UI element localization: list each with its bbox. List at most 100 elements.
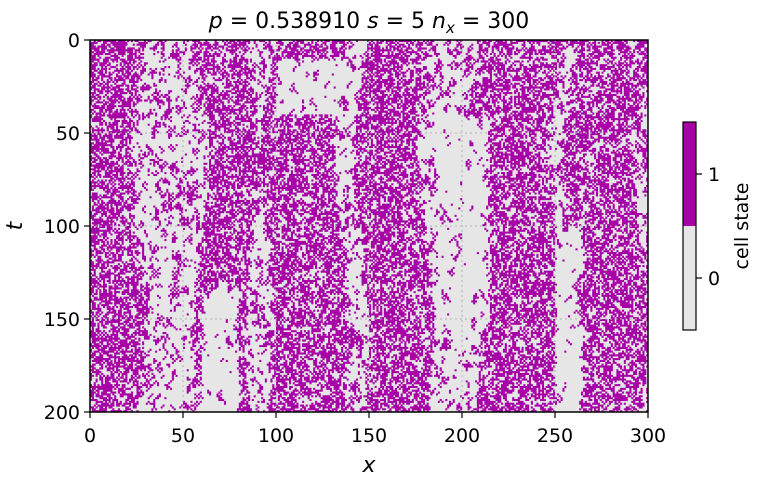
heatmap-cell	[95, 114, 98, 117]
heatmap-cell	[636, 175, 639, 178]
heatmap-cell	[244, 82, 247, 85]
heatmap-cell	[618, 66, 621, 69]
heatmap-cell	[90, 149, 94, 152]
heatmap-cell	[270, 125, 273, 128]
heatmap-cell	[590, 118, 595, 121]
heatmap-cell	[540, 127, 546, 130]
heatmap-cell	[391, 92, 394, 95]
heatmap-cell	[482, 80, 492, 83]
heatmap-cell	[631, 86, 634, 89]
heatmap-cell	[235, 125, 238, 128]
heatmap-cell	[389, 62, 399, 65]
heatmap-cell	[194, 62, 197, 65]
heatmap-cell	[642, 79, 647, 82]
heatmap-cell	[132, 103, 137, 106]
heatmap-cell	[586, 164, 589, 167]
heatmap-cell	[541, 134, 554, 137]
heatmap-cell	[324, 114, 329, 117]
heatmap-cell	[569, 82, 572, 85]
heatmap-cell	[266, 133, 269, 136]
heatmap-cell	[214, 159, 219, 162]
heatmap-cell	[311, 53, 314, 56]
heatmap-cell	[627, 84, 630, 87]
heatmap-cell	[129, 80, 139, 83]
heatmap-cell	[594, 153, 597, 156]
heatmap-cell	[261, 84, 264, 87]
heatmap-cell	[276, 66, 279, 69]
heatmap-cell	[488, 67, 494, 70]
heatmap-cell	[594, 40, 597, 43]
heatmap-cell	[501, 121, 504, 124]
heatmap-cell	[573, 77, 578, 80]
heatmap-cell	[214, 129, 217, 132]
heatmap-cell	[95, 155, 100, 158]
heatmap-cell	[110, 41, 128, 44]
heatmap-cell	[432, 181, 437, 184]
heatmap-cell	[164, 164, 167, 167]
heatmap-cell	[296, 164, 299, 167]
heatmap-cell	[274, 136, 277, 139]
heatmap-cell	[502, 97, 505, 100]
heatmap-cell	[491, 186, 505, 189]
heatmap-cell	[316, 127, 319, 130]
heatmap-cell	[227, 121, 234, 124]
heatmap-cell	[155, 185, 160, 188]
heatmap-cell	[532, 80, 537, 83]
heatmap-cell	[138, 153, 141, 156]
heatmap-cell	[181, 160, 184, 163]
heatmap-cell	[588, 144, 593, 147]
heatmap-cell	[164, 160, 167, 163]
heatmap-cell	[633, 79, 638, 82]
heatmap-cell	[528, 179, 535, 182]
heatmap-cell	[214, 160, 221, 163]
heatmap-cell	[158, 71, 161, 74]
heatmap-cell	[579, 43, 585, 46]
heatmap-cell	[151, 69, 156, 72]
heatmap-cell	[413, 146, 418, 149]
heatmap-cell	[486, 101, 491, 104]
heatmap-cell	[238, 92, 241, 95]
heatmap-cell	[515, 106, 520, 110]
heatmap-cell	[290, 84, 293, 87]
heatmap-cell	[566, 166, 569, 169]
heatmap-cell	[627, 179, 634, 182]
heatmap-cell	[508, 129, 511, 132]
heatmap-cell	[590, 67, 597, 70]
heatmap-cell	[608, 134, 619, 137]
heatmap-cell	[575, 62, 598, 65]
heatmap-cell	[103, 41, 107, 44]
heatmap-cell	[261, 138, 266, 141]
heatmap-cell	[370, 54, 399, 57]
heatmap-cell	[422, 84, 425, 87]
heatmap-cell	[456, 45, 459, 48]
heatmap-cell	[558, 162, 561, 165]
heatmap-cell	[434, 172, 437, 175]
heatmap-cell	[460, 62, 463, 65]
heatmap-cell	[469, 99, 474, 102]
heatmap-cell	[333, 172, 336, 175]
heatmap-cell	[627, 69, 630, 72]
heatmap-cell	[212, 43, 219, 46]
heatmap-cell	[262, 136, 271, 139]
heatmap-cell	[192, 185, 195, 188]
heatmap-cell	[623, 125, 626, 128]
heatmap-cell	[398, 51, 405, 54]
heatmap-cell	[266, 185, 269, 188]
heatmap-cell	[517, 101, 522, 104]
heatmap-cell	[370, 177, 373, 180]
heatmap-cell	[218, 153, 225, 156]
heatmap-cell	[400, 127, 403, 130]
heatmap-cell	[621, 166, 630, 169]
heatmap-cell	[285, 47, 288, 50]
heatmap-cell	[594, 95, 602, 98]
heatmap-cell	[298, 183, 303, 186]
heatmap-cell	[203, 157, 206, 160]
heatmap-cell	[339, 105, 342, 108]
heatmap-cell	[119, 172, 126, 175]
heatmap-cell	[220, 168, 225, 171]
heatmap-cell	[162, 69, 165, 72]
heatmap-cell	[207, 69, 210, 72]
heatmap-cell	[636, 103, 639, 106]
heatmap-cell	[549, 170, 556, 173]
heatmap-cell	[302, 106, 306, 110]
